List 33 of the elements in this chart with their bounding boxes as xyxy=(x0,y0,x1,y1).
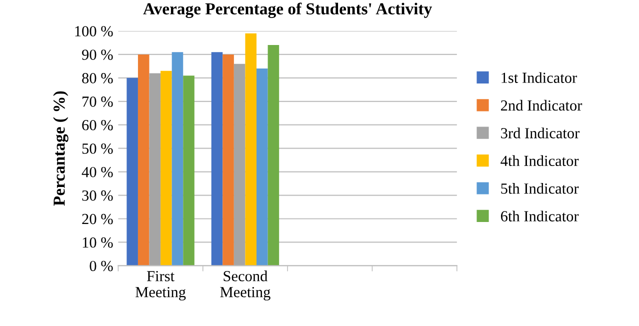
legend-label: 4th Indicator xyxy=(500,155,579,166)
bar xyxy=(222,54,234,266)
y-tick-label: 80 % xyxy=(82,73,113,84)
chart-title: Average Percentage of Students' Activity xyxy=(143,2,432,18)
bar xyxy=(138,54,150,266)
y-tick-label: 40 % xyxy=(82,166,113,178)
bar xyxy=(268,45,280,266)
legend-label: 6th Indicator xyxy=(500,210,579,222)
bar xyxy=(234,64,246,266)
y-tick-label: 20 % xyxy=(82,214,113,224)
bar xyxy=(183,76,194,266)
y-tick-label: 70 % xyxy=(82,96,113,107)
bar xyxy=(172,52,184,266)
legend-label: 3rd Indicator xyxy=(501,128,580,138)
y-tick-label: 0 % xyxy=(90,260,113,272)
y-tick-label: 50 % xyxy=(82,143,113,154)
bar xyxy=(245,33,257,266)
bar xyxy=(149,73,161,266)
legend-label: 1st Indicator xyxy=(502,72,577,83)
y-tick-label: 10 % xyxy=(82,237,113,248)
y-tick-label: 30 % xyxy=(82,190,113,201)
bar xyxy=(126,78,138,266)
bar xyxy=(211,52,223,266)
legend-label: 2nd Indicator xyxy=(500,100,582,111)
y-tick-label: 100 % xyxy=(75,26,113,36)
x-tick-label: Second Meeting xyxy=(220,270,270,300)
y-axis-title: Percantage ( %) xyxy=(53,91,68,206)
y-tick-label: 90 % xyxy=(82,50,113,60)
legend-label: 5th Indicator xyxy=(501,182,579,194)
bar xyxy=(256,68,268,266)
bar xyxy=(160,70,172,266)
y-tick-label: 60 % xyxy=(82,120,113,130)
x-tick-label: First Meeting xyxy=(136,271,186,300)
